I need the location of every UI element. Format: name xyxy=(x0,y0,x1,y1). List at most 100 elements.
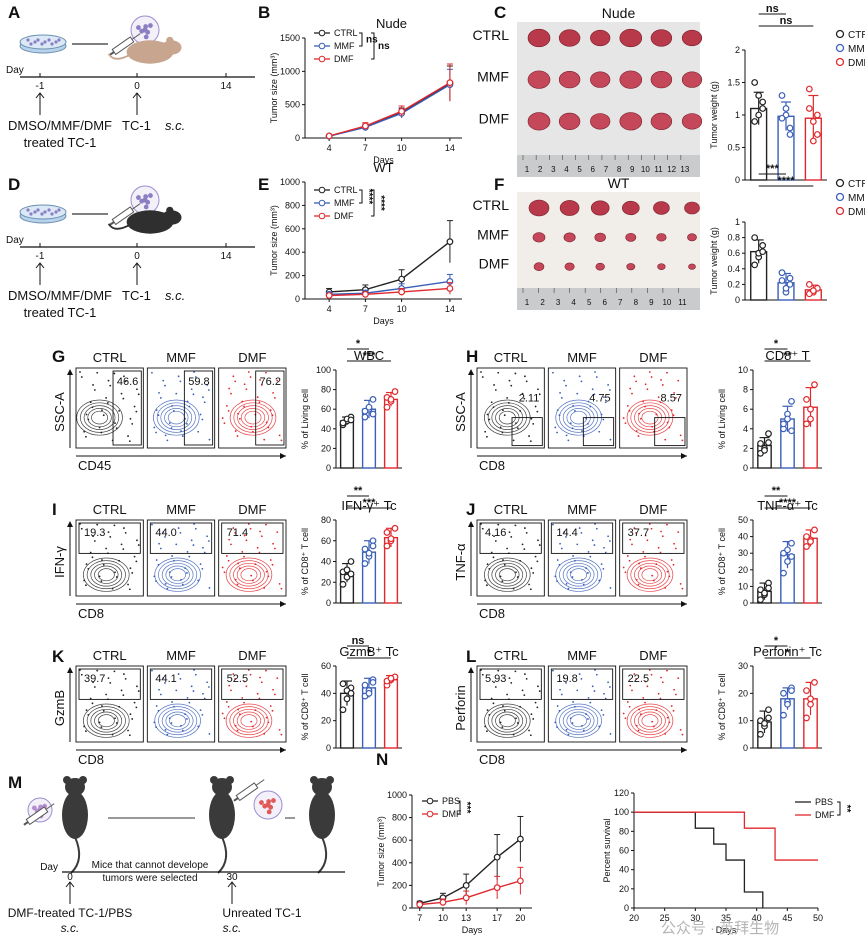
syringe-barrel xyxy=(235,782,259,802)
event-dot xyxy=(193,371,195,373)
data-point xyxy=(811,381,818,389)
data-point xyxy=(361,560,369,567)
event-dot xyxy=(172,559,175,562)
flow-plot-frame xyxy=(218,367,287,449)
contour-line xyxy=(83,557,130,592)
event-dot xyxy=(105,397,108,399)
flow-group-label: DMF xyxy=(238,502,266,517)
event-dot xyxy=(245,685,248,688)
event-dot xyxy=(83,725,86,728)
flow-x-label: CD45 xyxy=(78,458,111,473)
data-point xyxy=(786,281,794,288)
arrow-up xyxy=(35,92,45,115)
panel-letter-h: H xyxy=(466,347,478,366)
event-dot xyxy=(124,380,127,383)
ruler-number: 9 xyxy=(649,298,654,307)
contour-line xyxy=(240,568,258,582)
y-tick-label: 20 xyxy=(321,577,331,587)
survival-curve xyxy=(634,811,818,861)
contour-line xyxy=(641,568,659,582)
event-dot xyxy=(93,540,96,542)
event-dot xyxy=(133,405,136,408)
y-tick-label: 60 xyxy=(321,661,331,671)
event-dot xyxy=(269,409,272,412)
event-dot xyxy=(580,677,583,680)
x-tick-label: 14 xyxy=(445,304,455,314)
event-dot xyxy=(259,530,261,533)
event-dot xyxy=(192,690,195,692)
gate-box xyxy=(255,370,285,446)
event-dot xyxy=(232,673,235,675)
gate-percent: 39.7 xyxy=(84,673,105,685)
flow-panel-l: CTRL 5.93 MMF 19.8 DMF 22.5 Perforin CD8 xyxy=(453,648,688,767)
gate-percent: 22.5 xyxy=(628,673,649,685)
event-dot xyxy=(598,725,601,728)
ruler-number: 5 xyxy=(587,298,592,307)
event-dot xyxy=(481,527,484,530)
flow-group-label: CTRL xyxy=(494,350,528,365)
data-point xyxy=(786,274,794,282)
series-line xyxy=(328,84,451,137)
event-dot xyxy=(273,547,276,550)
contour-line xyxy=(86,706,126,736)
d-schematic: -1 0 14 Day DMSO/MMF/DMF treated TC-1 TC-1 s.c. xyxy=(6,185,255,320)
event-dot xyxy=(523,397,526,400)
significance-label: *** xyxy=(363,350,377,362)
data-point xyxy=(803,543,810,550)
event-dot xyxy=(538,393,541,396)
chart-F: 0 0.2 0.4 0.6 0.8 1 Tumor weight (g) ******* xyxy=(709,163,827,305)
event-dot xyxy=(136,539,138,542)
petri-dish-icon xyxy=(19,34,67,54)
panel-letter-k: K xyxy=(52,647,65,666)
ruler-number: 6 xyxy=(603,298,608,307)
event-dot xyxy=(664,587,667,589)
y-tick-label: 60 xyxy=(321,404,331,414)
event-dot xyxy=(151,669,153,672)
event-dot xyxy=(521,689,524,692)
data-point xyxy=(339,580,347,588)
data-point xyxy=(780,689,787,697)
data-point xyxy=(361,407,369,415)
gate-box xyxy=(149,668,213,700)
contour-line xyxy=(80,402,120,433)
event-dot xyxy=(245,539,248,542)
event-dot xyxy=(238,713,241,716)
event-dot xyxy=(120,689,123,692)
f-legend-marker xyxy=(835,192,845,202)
event-dot xyxy=(484,579,487,582)
event-dot xyxy=(580,531,583,534)
data-point xyxy=(778,277,786,284)
event-dot xyxy=(681,587,684,590)
ruler-number: 7 xyxy=(618,298,623,307)
y-tick-label: 0 xyxy=(735,295,740,305)
event-dot xyxy=(529,734,532,737)
data-point xyxy=(361,290,369,298)
timeline-note: tumors were selected xyxy=(102,873,197,884)
x-arrow-head xyxy=(681,747,687,753)
y-tick-label: 100 xyxy=(316,365,331,375)
event-dot xyxy=(230,392,232,395)
event-dot xyxy=(524,527,526,529)
contour-line xyxy=(161,708,194,733)
data-point xyxy=(784,558,791,565)
event-dot xyxy=(484,725,487,728)
syringe-plunger xyxy=(233,797,239,802)
contour-line xyxy=(637,565,663,584)
event-dot xyxy=(593,544,596,546)
event-dot xyxy=(202,546,204,549)
event-dot xyxy=(559,688,561,691)
event-dot xyxy=(530,567,533,570)
arrow-up xyxy=(65,881,75,904)
flow-group-label: MMF xyxy=(567,350,597,365)
y-tick-label: 1 xyxy=(735,217,740,227)
event-dot xyxy=(241,400,244,403)
event-dot xyxy=(238,417,241,420)
event-dot xyxy=(594,669,596,671)
syringe-icon xyxy=(109,33,141,56)
event-dot xyxy=(624,717,627,720)
event-dot xyxy=(225,555,228,557)
event-dot xyxy=(252,579,254,582)
event-dot xyxy=(271,709,274,712)
event-dot xyxy=(607,384,610,386)
